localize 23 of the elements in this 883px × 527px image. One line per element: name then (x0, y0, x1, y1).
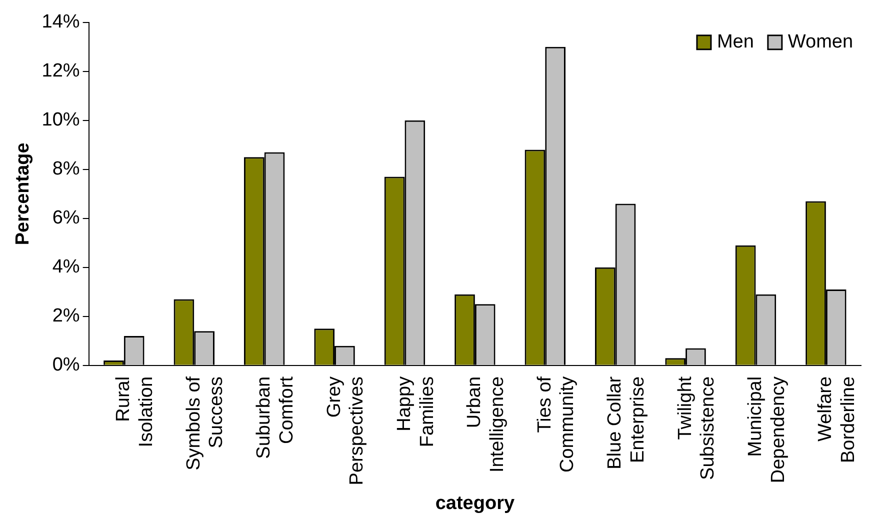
y-tick-label: 12% (42, 60, 80, 82)
y-tick-label: 14% (42, 12, 80, 33)
y-axis-title: Percentage (12, 142, 34, 246)
y-tick-label: 2% (52, 306, 80, 327)
x-tick-label: Ties of Community (534, 376, 578, 473)
legend-label: Men (716, 32, 754, 53)
x-tick-label: Rural Isolation (113, 376, 157, 448)
x-tick-label: Symbols of Success (183, 376, 228, 470)
y-tick-label: 10% (42, 110, 80, 131)
x-axis-title: category (435, 492, 515, 514)
y-tick-label: 0% (52, 354, 80, 376)
y-tick-label: 8% (52, 158, 80, 180)
x-tick-label: Blue Collar Enterprise (604, 376, 648, 470)
x-tick-label: Suburban Comfort (254, 376, 298, 459)
x-tick-label: Municipal Dependency (744, 376, 789, 484)
legend-label: Women (788, 32, 854, 53)
x-tick-label: Urban Intelligence (464, 376, 508, 473)
x-tick-label: Welfare Borderline (815, 376, 859, 464)
x-tick-label: Happy Families (394, 376, 438, 448)
x-tick-label: Twilight Subsistence (674, 376, 719, 480)
y-tick-label: 6% (52, 208, 80, 229)
y-tick-label: 4% (52, 256, 80, 278)
x-tick-label: Grey Perspectives (324, 376, 368, 486)
